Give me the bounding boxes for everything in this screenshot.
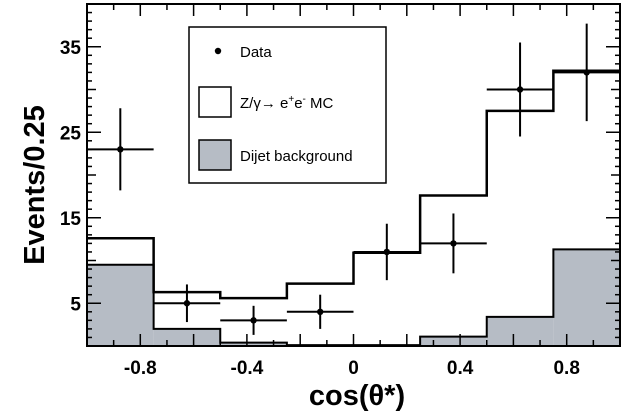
data-point [250, 317, 257, 324]
bkg-bar [220, 342, 287, 346]
x-tick-label: 0.4 [447, 358, 474, 379]
bkg-bar [87, 264, 154, 346]
tick-labels: -0.8 -0.4 0 0.4 0.8 5 15 25 35 [60, 38, 580, 379]
x-tick-label: 0 [348, 358, 359, 379]
legend-bkg-swatch [198, 139, 232, 171]
data-point [450, 240, 457, 247]
bkg-bar [420, 336, 487, 346]
legend-mc-label: Z/γ→ e+e- MC [240, 94, 334, 112]
x-tick-label: 0.8 [553, 358, 579, 379]
x-axis-title: cos(θ*) [309, 380, 405, 412]
legend-mc-swatch [198, 86, 232, 118]
legend-data-label: Data [240, 44, 272, 61]
data-point [516, 86, 524, 93]
data-point [183, 300, 191, 307]
data-point [383, 248, 391, 256]
data-point [316, 308, 324, 315]
y-axis-title: Events/0.25 [19, 105, 51, 265]
y-tick-label: 5 [70, 294, 81, 315]
y-tick-label: 15 [60, 209, 82, 230]
data-points [87, 23, 620, 335]
x-tick-label: -0.8 [124, 358, 157, 379]
y-tick-label: 35 [60, 38, 82, 59]
data-point [117, 146, 124, 153]
data-point [583, 69, 590, 76]
bkg-bar [153, 328, 221, 346]
y-tick-label: 25 [60, 123, 82, 144]
legend: Data Z/γ→ e+e- MC Dijet background [188, 26, 387, 184]
bkg-bar [486, 316, 554, 346]
bkg-bar [553, 249, 620, 346]
axis-ticks [86, 4, 621, 346]
legend-data-marker [214, 47, 222, 55]
x-tick-label: -0.4 [231, 358, 264, 379]
legend-bkg-label: Dijet background [240, 148, 353, 165]
